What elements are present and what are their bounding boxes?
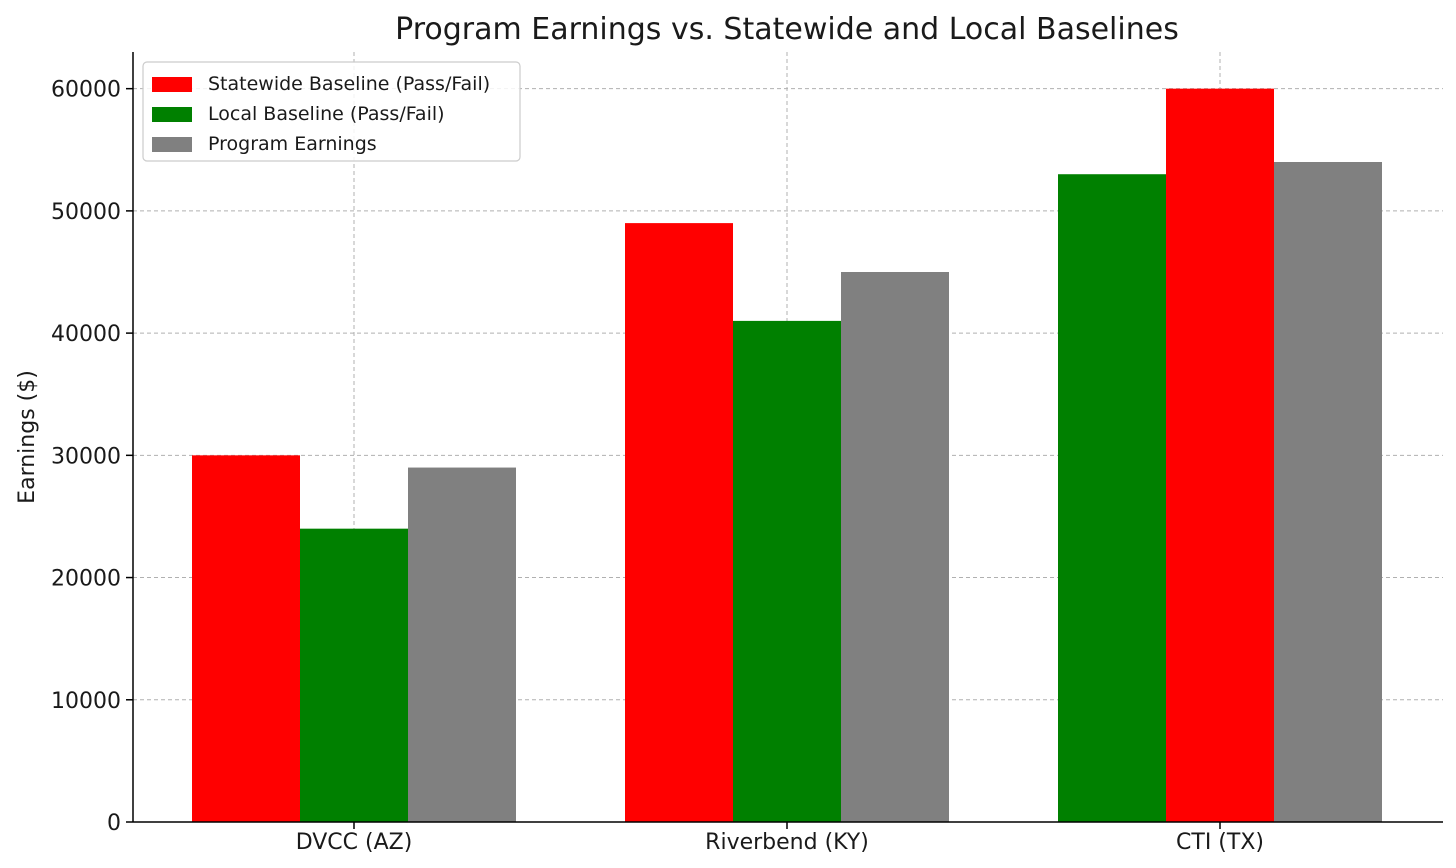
legend-swatch bbox=[152, 107, 192, 122]
legend-box bbox=[142, 61, 521, 162]
x-tick-label: DVCC (AZ) bbox=[296, 830, 413, 855]
legend-label: Local Baseline (Pass/Fail) bbox=[208, 103, 445, 125]
legend: Statewide Baseline (Pass/Fail) Local Base… bbox=[142, 61, 521, 162]
legend-label: Statewide Baseline (Pass/Fail) bbox=[208, 73, 490, 95]
bar-riverbend-ky-series-1 bbox=[733, 320, 841, 822]
bar-dvcc-az-series-1 bbox=[300, 528, 408, 822]
bars bbox=[192, 88, 1382, 823]
chart-title: Program Earnings vs. Statewide and Local… bbox=[395, 12, 1179, 47]
bar-dvcc-az-series-0 bbox=[192, 455, 300, 822]
x-tick-label: CTI (TX) bbox=[1176, 830, 1264, 855]
y-tick-label: 30000 bbox=[51, 444, 121, 469]
tick-labels: 0 10000 20000 30000 40000 50000 60000 DVCC (AZ)… bbox=[51, 78, 1264, 855]
y-tick-label: 20000 bbox=[51, 567, 121, 592]
axes bbox=[126, 52, 1443, 829]
bar-cti-tx-series-2 bbox=[1274, 162, 1382, 822]
y-axis-label: Earnings ($) bbox=[15, 370, 40, 504]
y-tick-label: 0 bbox=[107, 811, 121, 836]
legend-swatch bbox=[152, 137, 192, 152]
bar-cti-tx-series-1 bbox=[1058, 174, 1166, 822]
legend-swatch bbox=[152, 77, 192, 92]
y-tick-label: 50000 bbox=[51, 200, 121, 225]
x-tick-label: Riverbend (KY) bbox=[705, 830, 869, 855]
bar-cti-tx-series-0 bbox=[1166, 88, 1274, 822]
bar-riverbend-ky-series-2 bbox=[841, 272, 949, 822]
bar-riverbend-ky-series-0 bbox=[625, 223, 733, 823]
legend-label: Program Earnings bbox=[208, 133, 377, 155]
y-tick-label: 40000 bbox=[51, 322, 121, 347]
bar-dvcc-az-series-2 bbox=[408, 467, 516, 822]
y-tick-label: 60000 bbox=[51, 78, 121, 103]
y-tick-label: 10000 bbox=[51, 689, 121, 714]
